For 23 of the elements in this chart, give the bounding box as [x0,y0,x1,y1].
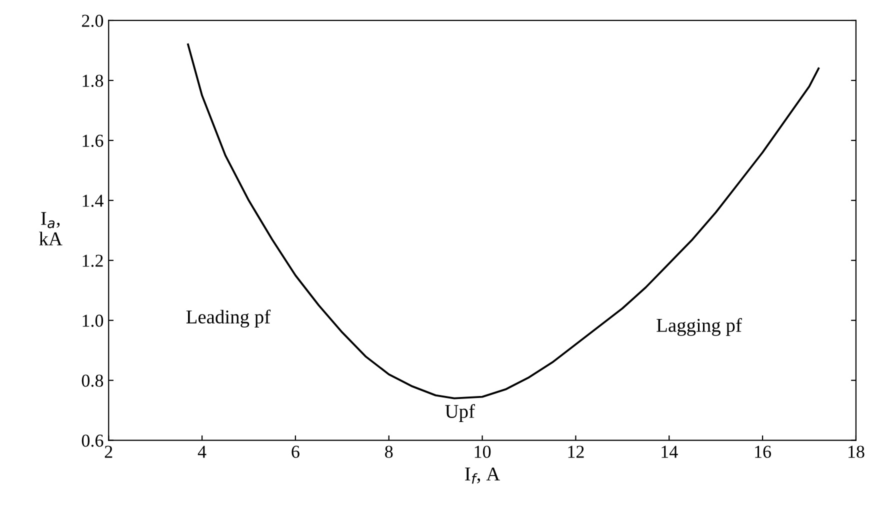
x-tick-label: 6 [292,446,300,458]
y-axis-title: I$_{a}$, kA [39,212,62,246]
annotation: Lagging pf [656,318,742,336]
annotation: Upf [445,404,475,422]
annotation: Leading pf [186,310,271,328]
x-tick-label: 18 [848,446,864,458]
x-tick-label: 12 [568,446,584,458]
x-tick-label: 10 [474,446,491,458]
y-tick-label: 1.2 [82,254,103,267]
y-tick-label: 0.8 [82,374,104,387]
x-tick-label: 2 [104,446,112,458]
line-series [187,43,820,400]
y-tick-label: 1.8 [82,74,104,87]
y-tick-label: 1.0 [82,314,104,327]
x-tick-label: 4 [198,446,206,458]
y-tick-label: 1.6 [82,134,104,147]
y-tick-label: 1.4 [82,194,104,207]
y-tick-label: 2.0 [82,14,104,27]
x-tick-label: 14 [662,446,678,458]
x-tick-label: 8 [385,446,393,458]
y-tick-label: 0.6 [82,434,104,447]
x-axis-title: I$_{f}$, A [465,468,500,484]
x-tick-label: 16 [755,446,772,458]
